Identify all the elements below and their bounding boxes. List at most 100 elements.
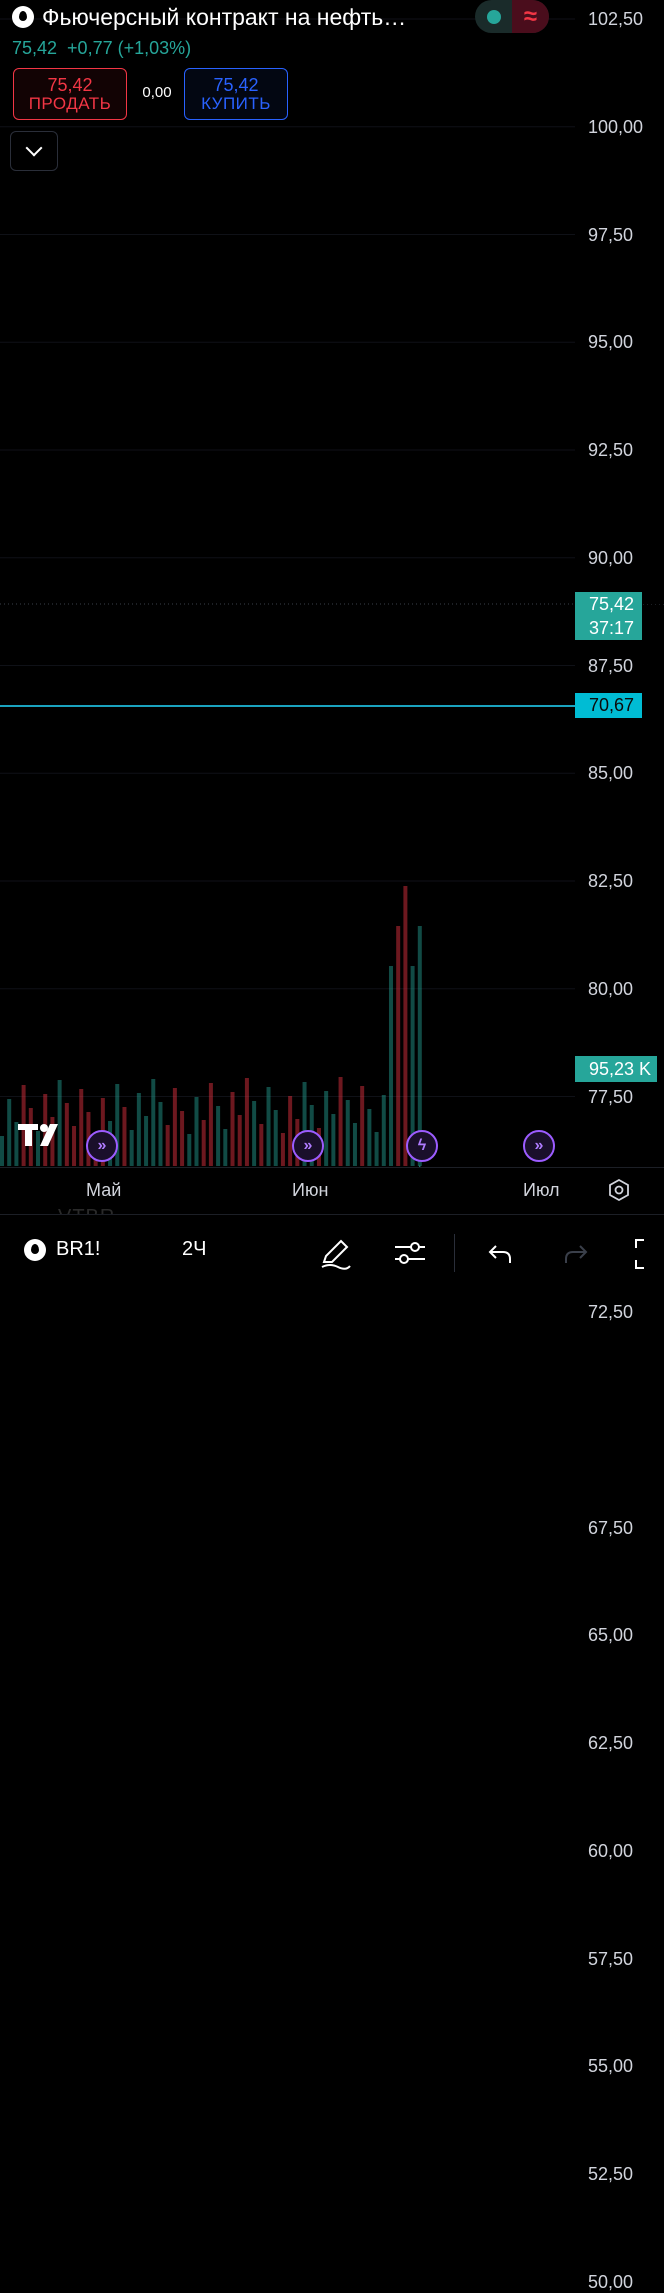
chart-settings-icon[interactable] [608,1179,630,1201]
volume-bar [273,1110,278,1166]
fullscreen-icon[interactable] [634,1238,664,1270]
volume-bar [403,886,408,1166]
volume-bar [7,1099,12,1166]
volume-bar [237,1115,242,1166]
volume-bar [252,1101,257,1166]
price-axis-label: 72,50 [588,1302,634,1322]
volume-bar [417,926,422,1166]
volume-bar [208,1083,213,1166]
price-axis-label: 65,00 [588,1625,634,1646]
buy-button[interactable]: 75,42 КУПИТЬ [184,68,288,120]
volume-bar [144,1116,149,1166]
symbol-title: Фьючерсный контракт на нефть… [42,3,407,30]
price-axis-label: 60,00 [588,1840,634,1861]
volume-bar [194,1097,199,1166]
price-change: +0,77 (+1,03%) [67,38,192,58]
market-open-dot-icon [486,9,501,24]
volume-bar [230,1092,235,1166]
volume-bar [14,1122,19,1166]
symbol-header[interactable]: Фьючерсный контракт на нефть… [12,2,406,32]
redo-icon[interactable] [563,1242,589,1266]
sell-button[interactable]: 75,42 ПРОДАТЬ [13,68,127,120]
current-price-tag: 75,42 37:17 [575,592,642,640]
level-price-tag[interactable]: 70,67 [575,693,642,718]
bar-countdown: 37:17 [589,618,635,638]
time-label-jun: Июн [292,1180,329,1200]
tradingview-logo-icon[interactable] [18,1121,68,1149]
volume-bar [381,1095,386,1166]
oil-drop-icon [12,6,34,28]
volume-bar [396,926,401,1166]
volume-bar [216,1106,221,1166]
price-axis-label: 102,50 [588,9,644,29]
quote-line: 75,42 +0,77 (+1,03%) [12,38,191,59]
volume-bar [367,1109,372,1166]
bottom-toolbar [0,1214,664,1281]
time-axis[interactable] [0,1167,664,1214]
toolbar-separator [454,1234,455,1272]
buy-label: КУПИТЬ [201,93,271,113]
volume-bar [165,1125,170,1166]
sell-price: 75,42 [47,74,93,95]
current-price-label: 75,42 [589,594,635,614]
volume-bar [50,1117,55,1166]
price-axis-label: 57,50 [588,1948,634,1969]
volume-tag: 95,23 K [575,1056,657,1082]
price-axis-label: 80,00 [588,978,634,999]
volume-bar [79,1089,84,1166]
last-price: 75,42 [12,38,58,58]
symbol-code: BR1! [56,1238,101,1260]
volume-bar [374,1132,379,1166]
volume-bar [115,1084,120,1166]
volume-bar [180,1111,185,1166]
volume-bar [360,1086,365,1166]
chevron-down-icon [25,139,43,157]
market-status-pill[interactable]: ≈ [475,0,549,33]
price-axis-label: 92,50 [588,440,634,460]
volume-bar [352,1123,357,1166]
volume-bar [36,1131,41,1166]
interval-selector[interactable]: 2Ч [182,1238,207,1260]
volume-bar [338,1077,343,1166]
volume-bar [259,1124,264,1166]
volume-bar [122,1107,127,1166]
price-axis-label: 62,50 [588,1733,634,1753]
price-axis-label: 97,50 [588,224,634,245]
volume-bar [57,1080,62,1166]
dividend-event-icon[interactable]: » [523,1130,555,1162]
price-axis-label: 90,00 [588,547,634,568]
buy-price: 75,42 [213,74,259,95]
undo-icon[interactable] [487,1242,513,1266]
dividend-event-icon[interactable]: » [86,1130,118,1162]
lightning-event-icon[interactable]: ϟ [406,1130,438,1162]
volume-bar [0,1136,4,1166]
volume-bar [201,1120,206,1166]
volume-bar [244,1078,249,1166]
price-axis-label: 82,50 [588,871,634,891]
volume-bar [331,1114,336,1166]
price-axis-label: 52,50 [588,2164,634,2184]
time-label-jul: Июл [523,1180,560,1200]
symbol-selector[interactable]: BR1! [24,1238,100,1261]
price-chart[interactable] [0,0,575,1168]
price-axis-label: 87,50 [588,655,634,676]
market-open-section [475,0,512,33]
time-label-may: Май [86,1180,122,1200]
volume-bar [129,1130,134,1166]
volume-bar [345,1100,350,1166]
volume-bar [302,1082,307,1166]
dividend-event-icon[interactable]: » [292,1130,324,1162]
price-axis-label: 95,00 [588,332,634,353]
collapse-toggle-button[interactable] [10,131,58,171]
volume-bar [64,1103,69,1166]
volume-bar [72,1126,77,1166]
price-axis-label: 67,50 [588,1517,634,1538]
price-axis-label: 100,00 [588,116,644,137]
drawing-tools-icon[interactable] [318,1236,352,1270]
volume-bar [280,1133,285,1166]
volume-bar [136,1093,141,1166]
volume-bar [388,966,393,1166]
price-axis-label: 85,00 [588,763,634,784]
volume-bar [266,1087,271,1166]
indicators-icon[interactable] [392,1238,428,1268]
